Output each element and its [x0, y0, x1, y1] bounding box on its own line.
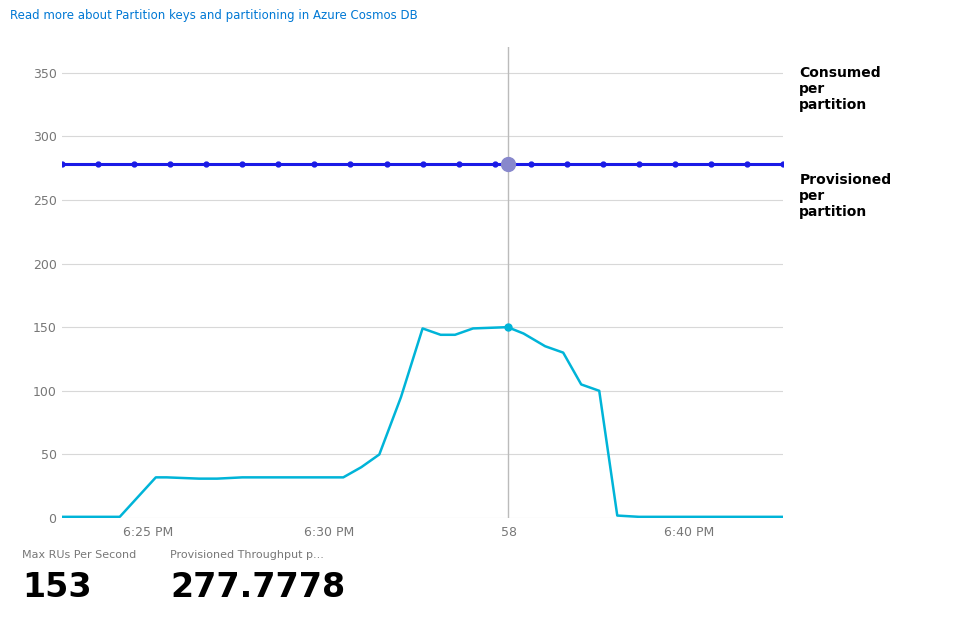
Text: Provisioned
per
partition: Provisioned per partition — [799, 173, 891, 219]
Text: 277.7778: 277.7778 — [170, 571, 346, 605]
Text: Provisioned Throughput p...: Provisioned Throughput p... — [170, 550, 324, 560]
Text: 153: 153 — [22, 571, 92, 605]
Text: Consumed
per
partition: Consumed per partition — [799, 66, 881, 112]
Text: Max RUs Per Second: Max RUs Per Second — [22, 550, 137, 560]
Text: Read more about Partition keys and partitioning in Azure Cosmos DB: Read more about Partition keys and parti… — [10, 9, 417, 23]
